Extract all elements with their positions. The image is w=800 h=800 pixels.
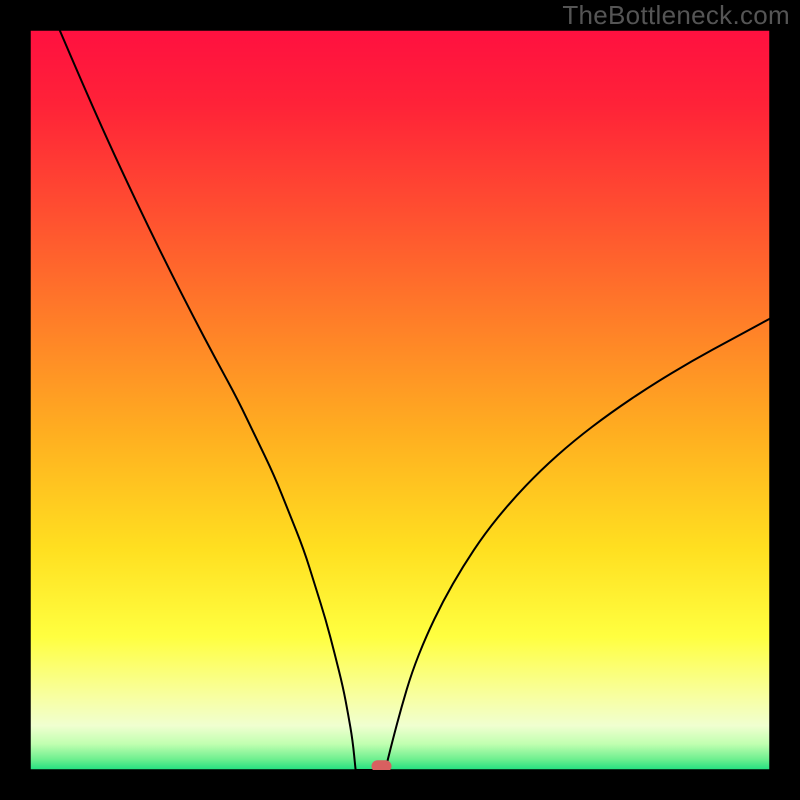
watermark-text: TheBottleneck.com bbox=[562, 0, 790, 31]
plot-area bbox=[30, 30, 770, 770]
bottleneck-chart bbox=[0, 0, 800, 800]
chart-container: TheBottleneck.com bbox=[0, 0, 800, 800]
